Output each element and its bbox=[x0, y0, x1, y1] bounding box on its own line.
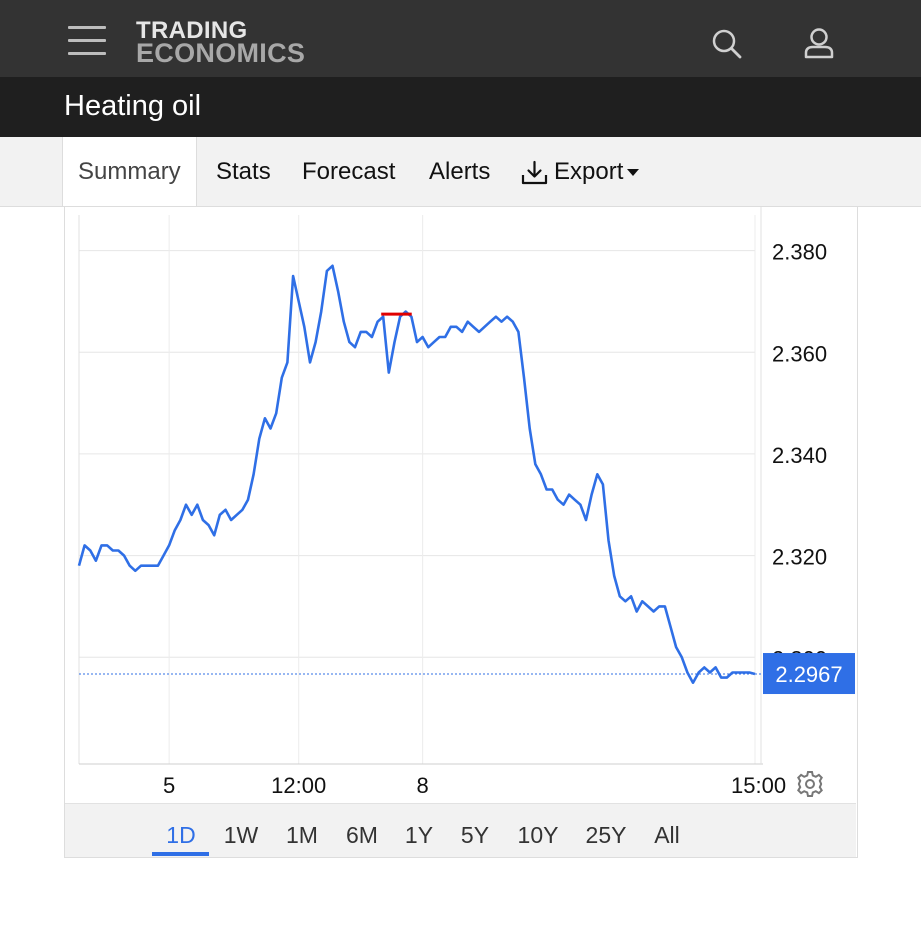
gear-icon[interactable] bbox=[796, 770, 824, 798]
time-range-selector: 1D 1W 1M 6M 1Y 5Y 10Y 25Y All bbox=[65, 803, 856, 857]
current-price-badge bbox=[763, 653, 855, 695]
tab-alerts[interactable]: Alerts bbox=[429, 158, 491, 185]
y-tick-label: 2.360 bbox=[772, 341, 827, 366]
range-6m-button[interactable]: 6M bbox=[346, 822, 378, 848]
tab-stats[interactable]: Stats bbox=[216, 158, 271, 185]
price-chart[interactable]: 2.3802.3602.3402.3202.300512:00815:002.2… bbox=[65, 207, 857, 807]
range-1y-button[interactable]: 1Y bbox=[404, 822, 434, 848]
range-all-button[interactable]: All bbox=[654, 822, 680, 848]
logo-line-2: ECONOMICS bbox=[136, 38, 306, 68]
y-tick-label: 2.380 bbox=[772, 240, 827, 265]
range-1m-button[interactable]: 1M bbox=[286, 822, 318, 848]
x-tick-label: 8 bbox=[417, 773, 429, 798]
hamburger-menu-icon[interactable] bbox=[68, 26, 106, 56]
tab-bar: Summary Stats Forecast Alerts Export bbox=[0, 137, 921, 207]
range-25y-button[interactable]: 25Y bbox=[585, 822, 627, 848]
range-1d-button[interactable]: 1D bbox=[166, 822, 196, 848]
title-bar: Heating oil bbox=[0, 77, 921, 137]
x-tick-label: 15:00 bbox=[731, 773, 786, 798]
range-1w-button[interactable]: 1W bbox=[223, 822, 259, 848]
site-logo[interactable]: TRADING ECONOMICS bbox=[136, 17, 306, 68]
page-title: Heating oil bbox=[64, 90, 202, 122]
y-tick-label: 2.320 bbox=[772, 545, 827, 570]
range-5y-button[interactable]: 5Y bbox=[460, 822, 490, 848]
user-icon[interactable] bbox=[803, 26, 835, 60]
y-tick-label: 2.340 bbox=[772, 443, 827, 468]
x-tick-label: 5 bbox=[163, 773, 175, 798]
download-icon bbox=[521, 160, 548, 184]
search-icon[interactable] bbox=[711, 28, 743, 60]
tab-forecast[interactable]: Forecast bbox=[302, 158, 396, 185]
range-10y-button[interactable]: 10Y bbox=[517, 822, 559, 848]
tab-export-label: Export bbox=[554, 158, 624, 185]
tab-export[interactable]: Export bbox=[521, 137, 640, 206]
chevron-down-icon bbox=[627, 169, 640, 177]
current-price-label: 2.2967 bbox=[775, 662, 842, 687]
top-navbar: TRADING ECONOMICS bbox=[0, 0, 921, 77]
x-tick-label: 12:00 bbox=[271, 773, 326, 798]
tab-summary[interactable]: Summary bbox=[62, 137, 197, 206]
chart-panel: 2.3802.3602.3402.3202.300512:00815:002.2… bbox=[64, 207, 858, 858]
logo-line-1: TRADING bbox=[136, 17, 248, 44]
active-range-indicator bbox=[152, 852, 209, 856]
price-series-line[interactable] bbox=[77, 264, 756, 684]
